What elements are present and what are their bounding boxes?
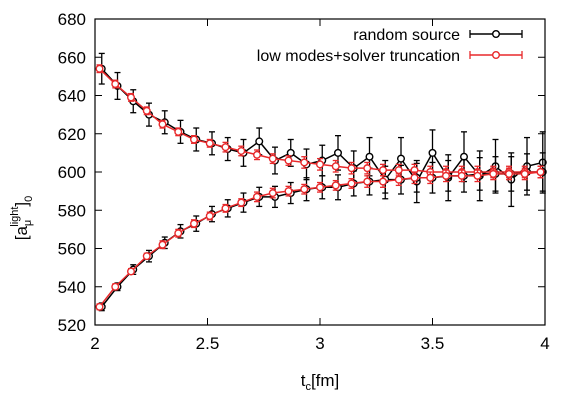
data-point — [394, 175, 403, 184]
data-point — [410, 173, 419, 182]
data-point — [174, 127, 183, 136]
data-point — [237, 198, 246, 207]
data-point — [268, 189, 277, 198]
data-point — [347, 179, 356, 188]
data-point — [205, 139, 214, 148]
legend-sample-low-modes — [469, 51, 523, 60]
data-point — [379, 166, 388, 175]
legend-marker — [492, 51, 501, 60]
data-point — [397, 154, 406, 163]
legend-label-low-modes: low modes+solver truncation — [257, 48, 460, 65]
data-point — [442, 171, 451, 180]
data-point — [126, 267, 135, 276]
data-point — [536, 167, 545, 176]
y-tick-label: 680 — [58, 10, 86, 29]
data-point — [95, 302, 104, 311]
data-point — [284, 187, 293, 196]
data-point — [174, 229, 183, 238]
data-point — [111, 80, 120, 89]
data-point — [252, 192, 261, 201]
data-point — [189, 219, 198, 228]
data-point — [379, 177, 388, 186]
plot-frame — [94, 18, 546, 326]
series-low-modes — [95, 64, 545, 311]
data-point — [331, 162, 340, 171]
data-point — [300, 158, 309, 167]
data-point — [473, 171, 482, 180]
data-point — [142, 252, 151, 261]
data-point — [394, 166, 403, 175]
x-tick-label: 2 — [90, 334, 99, 353]
data-point — [520, 169, 529, 178]
data-point — [268, 154, 277, 163]
data-point — [158, 120, 167, 129]
legend-marker — [492, 30, 501, 39]
legend-sample-random-source — [469, 30, 523, 39]
data-point — [426, 173, 435, 182]
data-point — [284, 156, 293, 165]
legend: random source low modes+solver truncatio… — [257, 27, 523, 65]
data-point — [300, 185, 309, 194]
y-tick-label: 600 — [58, 163, 86, 182]
data-point — [457, 171, 466, 180]
data-point — [489, 169, 498, 178]
x-tick-label: 3 — [315, 334, 324, 353]
data-point — [505, 169, 514, 178]
data-point — [221, 143, 230, 152]
data-point — [363, 164, 372, 173]
data-point — [252, 150, 261, 159]
data-point — [237, 146, 246, 155]
x-tick-label: 3.5 — [421, 334, 445, 353]
y-tick-label: 540 — [58, 278, 86, 297]
y-tick-label: 560 — [58, 240, 86, 259]
y-tick-label: 660 — [58, 48, 86, 67]
data-point — [428, 148, 437, 157]
data-point — [255, 137, 264, 146]
x-axis-label: tc[fm] — [301, 371, 340, 393]
data-point — [205, 211, 214, 220]
data-point — [365, 152, 374, 161]
data-point — [347, 164, 356, 173]
y-tick-label: 520 — [58, 316, 86, 335]
y-tick-label: 580 — [58, 201, 86, 220]
data-point — [95, 64, 104, 73]
data-point — [316, 160, 325, 169]
y-axis-label: [aμlight]0 — [9, 196, 35, 241]
data-point — [126, 93, 135, 102]
x-tick-label: 2.5 — [196, 334, 220, 353]
data-point — [331, 181, 340, 190]
data-point — [111, 282, 120, 291]
data-point — [221, 204, 230, 213]
y-tick-label: 640 — [58, 87, 86, 106]
data-point — [142, 106, 151, 115]
x-tick-label: 4 — [540, 334, 549, 353]
data-point — [158, 240, 167, 249]
data-point — [334, 148, 343, 157]
y-tick-label: 620 — [58, 125, 86, 144]
data-point — [363, 177, 372, 186]
legend-label-random-source: random source — [353, 27, 460, 44]
data-point — [189, 135, 198, 144]
data-point — [316, 183, 325, 192]
